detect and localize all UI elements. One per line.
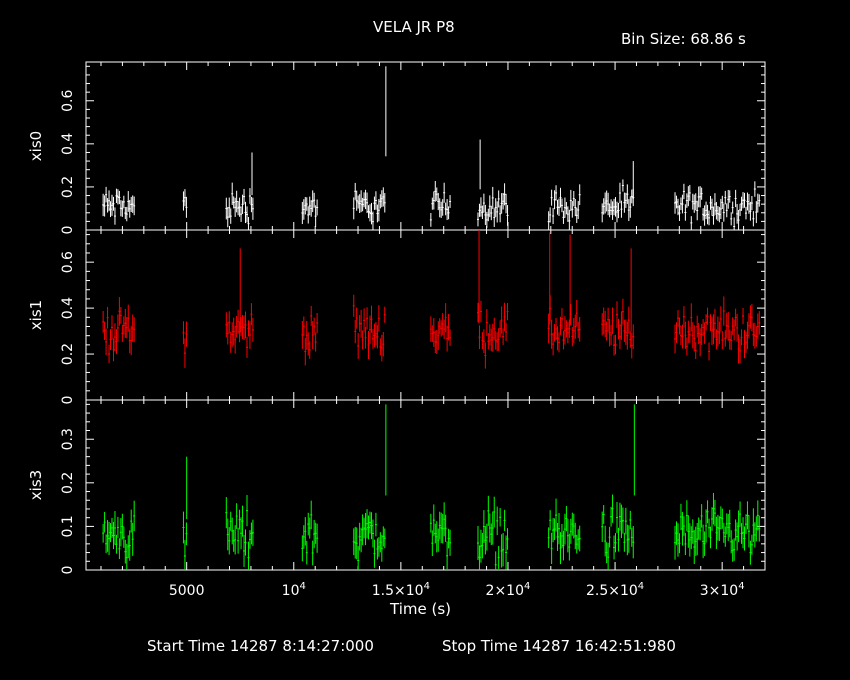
y-tick-label-xis0: 0	[60, 226, 76, 235]
panel-xis3: 0 0.1 0.2 0.3 xis3	[27, 399, 766, 575]
y-tick-label-xis0: 0.6	[60, 90, 76, 112]
y-tick-label-xis1: 0.4	[60, 297, 76, 319]
x-tick-label: 5000	[169, 583, 205, 599]
y-tick-label-xis1: 0.2	[60, 343, 76, 365]
y-tick-label-xis1: 0.6	[60, 251, 76, 273]
x-tick-label: 2×104	[486, 581, 531, 599]
y-tick-label-xis3: 0.1	[60, 515, 76, 537]
y-tick-label-xis0: 0.4	[60, 133, 76, 155]
x-tick-label: 3×104	[700, 581, 745, 599]
y-tick-label-xis3: 0.2	[60, 472, 76, 494]
y-axis-label-xis3: xis3	[27, 470, 45, 500]
start-time-label: Start Time 14287 8:14:27:000	[147, 637, 374, 655]
x-tick-label: 1.5×104	[372, 581, 430, 599]
y-tick-label-xis0: 0.2	[60, 176, 76, 198]
y-axis-label-xis0: xis0	[27, 131, 45, 161]
bin-size-label: Bin Size: 68.86 s	[621, 30, 746, 48]
panel-frame-xis1	[85, 229, 766, 401]
panel-xis0: 0 0.2 0.4 0.6 xis0	[27, 61, 766, 235]
data-points-xis1	[102, 230, 761, 369]
data-points-xis3	[102, 404, 761, 570]
stop-time-label: Stop Time 14287 16:42:51:980	[442, 637, 676, 655]
x-tick-label: 104	[282, 581, 306, 599]
panel-frame-xis0	[85, 61, 766, 231]
chart-title: VELA JR P8	[373, 18, 455, 36]
x-axis-label: Time (s)	[390, 600, 451, 618]
y-tick-label-xis1: 0	[60, 396, 76, 405]
y-axis-label-xis1: xis1	[27, 300, 45, 330]
panel-frame-xis3	[85, 399, 766, 571]
y-tick-label-xis3: 0.3	[60, 428, 76, 450]
data-points-xis0	[102, 66, 761, 230]
panel-xis1: 0 0.2 0.4 0.6 xis1	[27, 229, 766, 405]
x-tick-label: 2.5×104	[586, 581, 644, 599]
y-tick-label-xis3: 0	[60, 566, 76, 575]
